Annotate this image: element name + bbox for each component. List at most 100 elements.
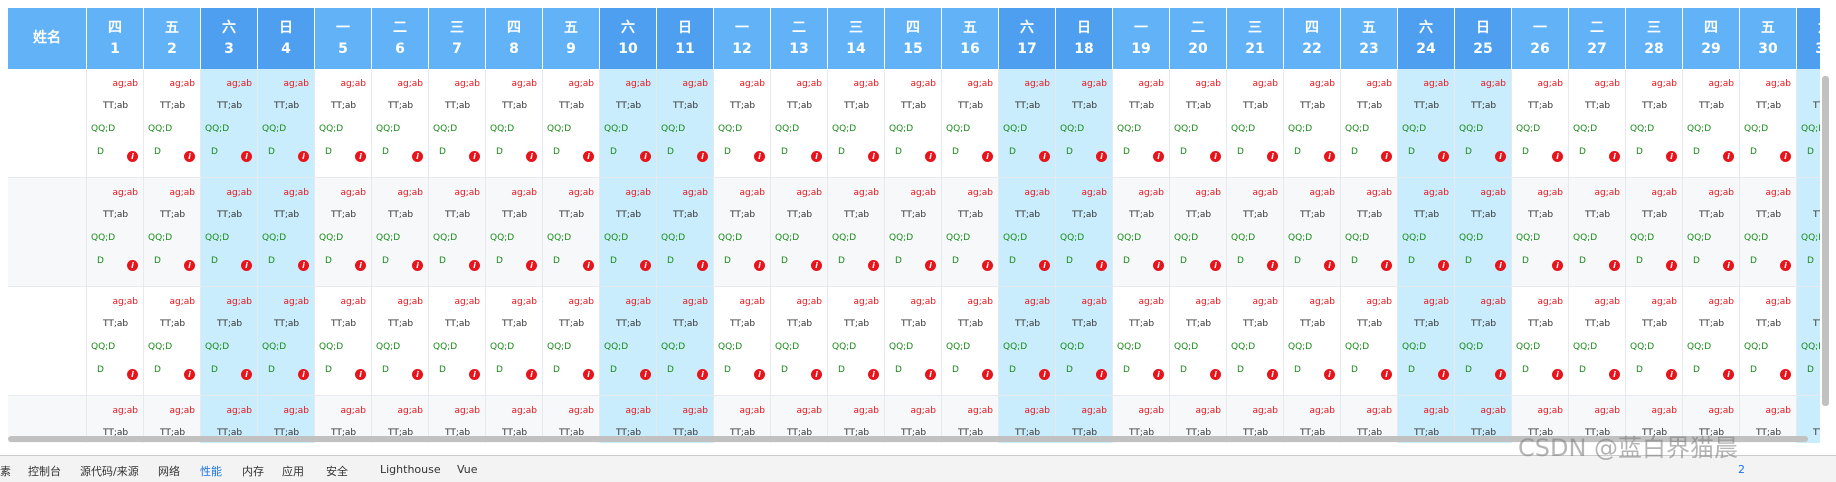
info-icon[interactable]: i	[1666, 260, 1677, 271]
info-icon[interactable]: i	[1723, 369, 1734, 380]
info-icon[interactable]: i	[355, 369, 366, 380]
info-icon[interactable]: i	[355, 260, 366, 271]
info-icon[interactable]: i	[1666, 369, 1677, 380]
info-icon[interactable]: i	[1381, 369, 1392, 380]
info-icon[interactable]: i	[1495, 260, 1506, 271]
info-icon[interactable]: i	[1267, 369, 1278, 380]
info-icon[interactable]: i	[1210, 151, 1221, 162]
info-icon[interactable]: i	[1609, 260, 1620, 271]
devtools-tab[interactable]: 应用	[282, 465, 304, 478]
info-icon[interactable]: i	[1495, 151, 1506, 162]
devtools-tab[interactable]: 安全	[326, 465, 348, 478]
info-icon[interactable]: i	[583, 260, 594, 271]
info-icon[interactable]: i	[1324, 151, 1335, 162]
info-icon[interactable]: i	[1552, 151, 1563, 162]
info-icon[interactable]: i	[925, 260, 936, 271]
info-icon[interactable]: i	[355, 151, 366, 162]
info-icon[interactable]: i	[1153, 151, 1164, 162]
info-icon[interactable]: i	[640, 260, 651, 271]
info-icon[interactable]: i	[982, 151, 993, 162]
info-icon[interactable]: i	[1438, 369, 1449, 380]
info-icon[interactable]: i	[241, 151, 252, 162]
info-icon[interactable]: i	[1723, 260, 1734, 271]
info-icon[interactable]: i	[1039, 151, 1050, 162]
info-icon[interactable]: i	[298, 369, 309, 380]
info-icon[interactable]: i	[811, 260, 822, 271]
info-icon[interactable]: i	[184, 369, 195, 380]
info-icon[interactable]: i	[868, 151, 879, 162]
info-icon[interactable]: i	[754, 369, 765, 380]
v-scrollbar[interactable]	[1822, 76, 1829, 406]
info-icon[interactable]: i	[754, 260, 765, 271]
info-icon[interactable]: i	[982, 369, 993, 380]
devtools-tab[interactable]: Vue	[457, 463, 478, 476]
info-icon[interactable]: i	[811, 369, 822, 380]
info-icon[interactable]: i	[412, 369, 423, 380]
info-icon[interactable]: i	[1723, 151, 1734, 162]
info-icon[interactable]: i	[1780, 260, 1791, 271]
info-icon[interactable]: i	[1096, 369, 1107, 380]
info-icon[interactable]: i	[298, 151, 309, 162]
info-icon[interactable]: i	[583, 369, 594, 380]
info-icon[interactable]: i	[1438, 151, 1449, 162]
